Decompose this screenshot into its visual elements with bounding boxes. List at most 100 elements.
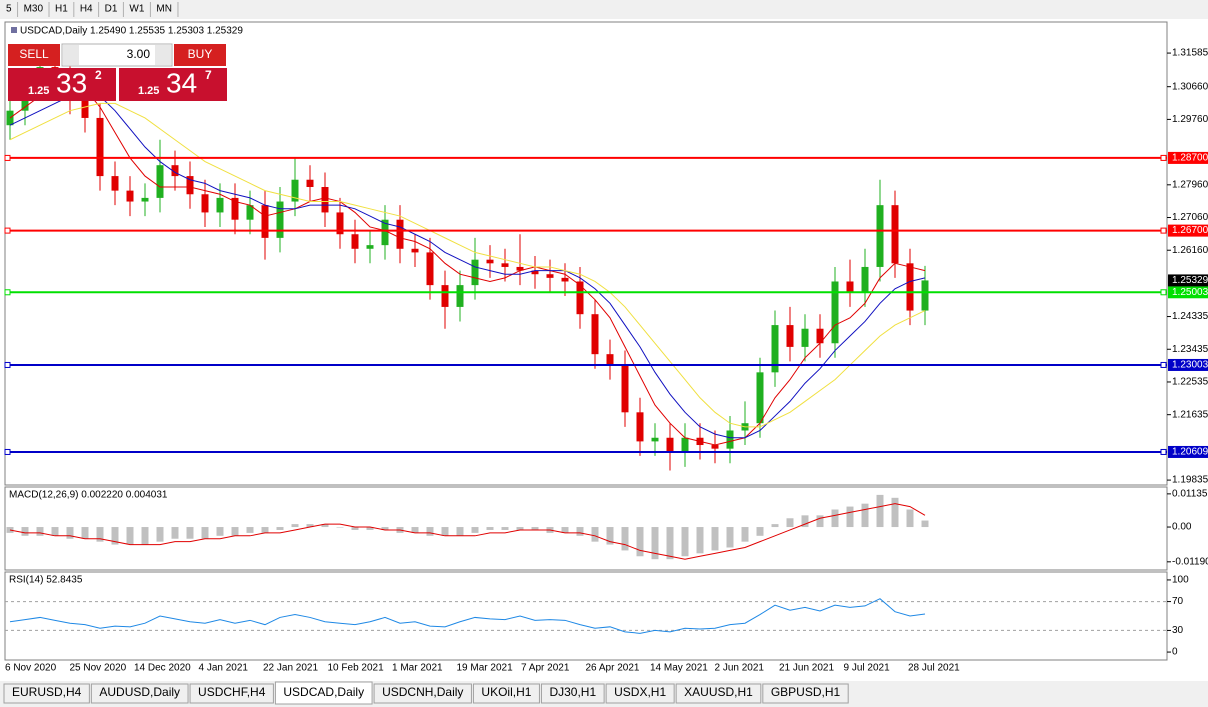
- y-tick-label: 0.00: [1172, 522, 1192, 533]
- macd-bar: [696, 527, 704, 554]
- macd-bar: [921, 520, 929, 528]
- macd-signal: [9, 503, 926, 560]
- macd-bar: [906, 509, 914, 528]
- macd-bar: [141, 527, 149, 545]
- macd-bar: [651, 527, 659, 560]
- x-tick-label: 14 May 2021: [650, 663, 708, 674]
- tab-background[interactable]: [3, 683, 90, 704]
- macd-bar: [726, 527, 734, 548]
- macd-bar: [306, 524, 314, 528]
- buy-label[interactable]: BUY: [188, 47, 213, 61]
- tab-background[interactable]: [605, 683, 675, 704]
- lots-down[interactable]: [63, 45, 79, 65]
- candle-body: [876, 205, 884, 267]
- level-handle: [4, 448, 11, 455]
- level-handle: [4, 361, 11, 368]
- macd-bar: [891, 497, 899, 528]
- symbol-tab[interactable]: EURUSD,H4: [12, 685, 82, 699]
- candle-body: [816, 328, 824, 344]
- symbol-tab[interactable]: USDCAD,Daily: [283, 685, 364, 699]
- level-label-box: [1168, 224, 1208, 237]
- candle-body: [636, 412, 644, 442]
- candle-body: [576, 281, 584, 315]
- x-tick-label: 28 Jul 2021: [908, 663, 960, 674]
- y-tick-label: 70: [1172, 596, 1184, 607]
- sell-price-box[interactable]: [8, 68, 116, 101]
- buy-button[interactable]: [174, 44, 226, 66]
- tab-background[interactable]: [189, 683, 274, 704]
- sell-button[interactable]: [8, 44, 60, 66]
- symbol-tab[interactable]: DJ30,H1: [549, 685, 596, 699]
- symbol-tab[interactable]: AUDUSD,Daily: [99, 685, 180, 699]
- level-label-box: [1168, 358, 1208, 371]
- candle-body: [711, 445, 719, 449]
- symbol-tab[interactable]: USDCNH,Daily: [382, 685, 463, 699]
- symbol-tab[interactable]: XAUUSD,H1: [684, 685, 753, 699]
- candle-body: [846, 281, 854, 293]
- lots-value[interactable]: 3.00: [127, 47, 151, 61]
- sell-price-pip: 2: [95, 68, 102, 82]
- macd-pane-frame: [4, 486, 1168, 571]
- symbol-tab[interactable]: USDCHF,H4: [198, 685, 266, 699]
- candle-body: [96, 117, 104, 177]
- symbol-tab[interactable]: USDX,H1: [614, 685, 666, 699]
- x-tick-label: 26 Apr 2021: [586, 663, 640, 674]
- y-tick-label: 100: [1172, 575, 1189, 586]
- y-tick-label: 1.23435: [1172, 344, 1208, 355]
- x-tick-label: 6 Nov 2020: [5, 663, 57, 674]
- symbol-tab[interactable]: GBPUSD,H1: [771, 685, 841, 699]
- level-handle: [1160, 154, 1167, 161]
- candle-body: [666, 437, 674, 453]
- y-tick-label: 0.01135: [1172, 489, 1208, 500]
- tab-background[interactable]: [675, 683, 762, 704]
- tab-background[interactable]: [90, 683, 189, 704]
- candle-body: [756, 372, 764, 424]
- macd-bar: [381, 527, 389, 530]
- sell-label[interactable]: SELL: [19, 47, 49, 61]
- symbol-tab[interactable]: UKOil,H1: [481, 685, 531, 699]
- timeframe-button[interactable]: H4: [80, 4, 93, 15]
- x-tick-label: 10 Feb 2021: [328, 663, 385, 674]
- candle-body: [681, 437, 689, 453]
- candle-body: [141, 197, 149, 202]
- macd-bar: [321, 524, 329, 528]
- level-handle: [1160, 448, 1167, 455]
- macd-bar: [861, 503, 869, 528]
- y-tick-label: 1.19835: [1172, 475, 1208, 486]
- candle-body: [906, 263, 914, 311]
- macd-bar: [261, 527, 269, 533]
- macd-bar: [636, 527, 644, 557]
- sell-price-main: 33: [56, 67, 87, 98]
- timeframe-button[interactable]: H1: [55, 4, 68, 15]
- level-handle: [1160, 289, 1167, 296]
- buy-price-box[interactable]: [119, 68, 227, 101]
- main-pane-frame: [4, 21, 1168, 486]
- macd-bar: [831, 509, 839, 528]
- timeframe-button[interactable]: 5: [6, 4, 12, 15]
- trade-panel: SELL 3.00 BUY 1.25 33 2 1.25 34 7: [8, 43, 227, 101]
- y-tick-label: 1.22535: [1172, 377, 1208, 388]
- tab-background[interactable]: [472, 683, 540, 704]
- macd-bar: [336, 527, 344, 528]
- tab-background[interactable]: [540, 683, 605, 704]
- candle-body: [186, 176, 194, 195]
- macd-bar: [741, 527, 749, 542]
- y-tick-label: 1.27060: [1172, 212, 1208, 223]
- lots-field[interactable]: [61, 43, 173, 67]
- macd-bar: [801, 515, 809, 528]
- timeframe-button[interactable]: D1: [105, 4, 118, 15]
- candle-body: [921, 280, 929, 311]
- x-tick-label: 4 Jan 2021: [199, 663, 249, 674]
- level-label: 1.28700: [1172, 153, 1208, 164]
- tab-background[interactable]: [762, 683, 849, 704]
- candle-body: [291, 179, 299, 202]
- timeframe-button[interactable]: MN: [156, 4, 172, 15]
- lots-up[interactable]: [155, 45, 171, 65]
- tab-background[interactable]: [274, 681, 373, 705]
- x-tick-label: 2 Jun 2021: [715, 663, 765, 674]
- timeframe-button[interactable]: W1: [129, 4, 144, 15]
- tab-background[interactable]: [373, 683, 472, 704]
- timeframe-button[interactable]: M30: [24, 4, 44, 15]
- macd-title: MACD(12,26,9) 0.002220 0.004031: [9, 490, 168, 501]
